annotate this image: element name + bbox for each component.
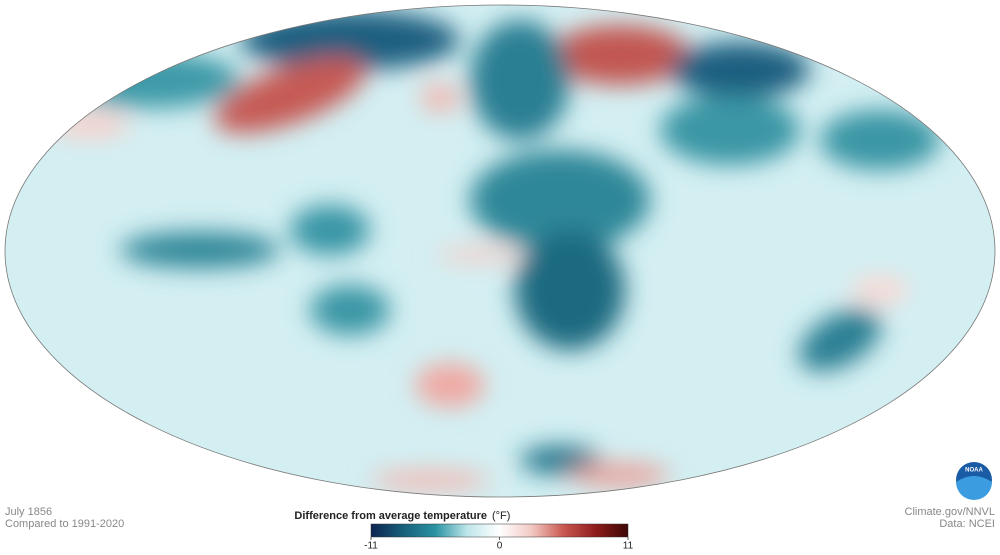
noaa-logo: NOAA: [956, 462, 992, 500]
legend-tick-label: 0: [497, 541, 503, 552]
logo-text: NOAA: [965, 468, 983, 474]
credit-data: Data: NCEI: [939, 518, 995, 530]
legend-tick-label: 11: [623, 541, 634, 552]
globe-outline: [4, 4, 996, 498]
legend-title: Difference from average temperature: [294, 510, 487, 522]
caption-baseline: Compared to 1991-2020: [5, 518, 124, 530]
legend-unit: (°F): [492, 510, 510, 522]
caption-date: July 1856: [5, 506, 52, 518]
legend-tick-label: -11: [364, 541, 378, 552]
color-bar: [370, 523, 629, 538]
credit-source: Climate.gov/NNVL: [905, 506, 995, 518]
